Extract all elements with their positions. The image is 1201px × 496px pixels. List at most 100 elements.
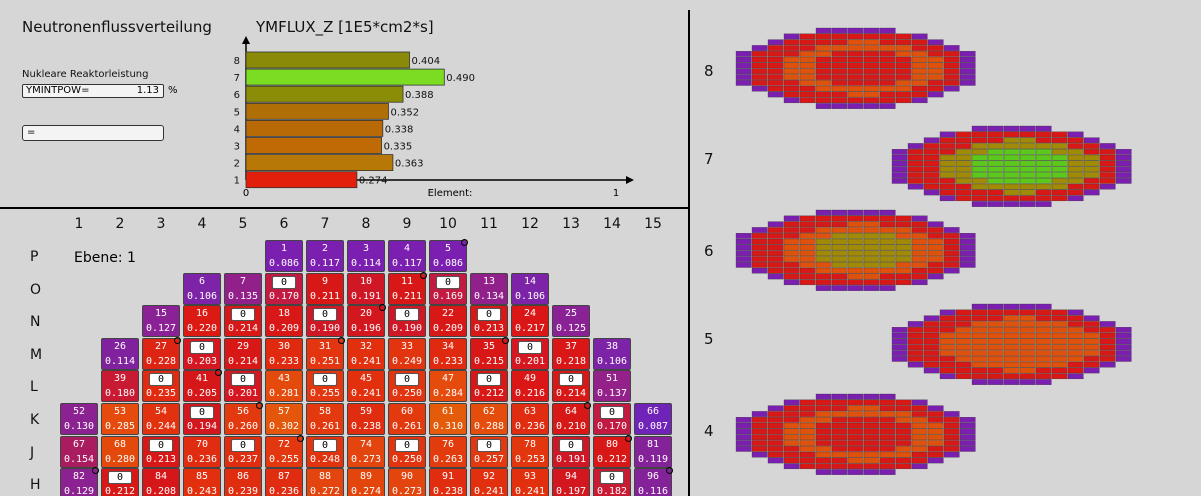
fuel-assembly-cell[interactable]: 0 0.214 (552, 370, 590, 403)
fuel-assembly-cell[interactable]: 22 0.209 (429, 305, 467, 338)
fuel-assembly-cell[interactable]: 2 0.117 (306, 240, 344, 272)
fuel-assembly-cell[interactable]: 0 0.237 (224, 435, 262, 468)
fuel-assembly-cell[interactable]: 88 0.272 (306, 468, 344, 496)
fuel-assembly-cell[interactable]: 59 0.238 (347, 403, 385, 435)
fuel-assembly-cell[interactable]: 61 0.310 (429, 403, 467, 435)
fuel-assembly-cell[interactable]: 49 0.216 (511, 370, 549, 403)
fuel-assembly-cell[interactable]: 70 0.236 (183, 435, 221, 468)
fuel-assembly-cell[interactable]: 0 0.212 (101, 468, 139, 496)
fuel-assembly-cell[interactable]: 0 0.250 (388, 370, 426, 403)
fuel-assembly-cell[interactable]: 0 0.182 (593, 468, 631, 496)
fuel-assembly-cell[interactable]: 0 0.214 (224, 305, 262, 338)
fuel-assembly-cell[interactable]: 68 0.280 (101, 435, 139, 468)
fuel-assembly-cell[interactable]: 0 0.250 (388, 435, 426, 468)
fuel-assembly-cell[interactable]: 93 0.241 (511, 468, 549, 496)
fuel-assembly-cell[interactable]: 45 0.241 (347, 370, 385, 403)
plane-mini-map[interactable] (734, 390, 1034, 482)
fuel-assembly-cell[interactable]: 10 0.191 (347, 272, 385, 305)
fuel-assembly-cell[interactable]: 82 0.129 (60, 467, 99, 496)
fuel-assembly-cell[interactable]: 53 0.285 (101, 403, 139, 435)
power-field[interactable]: YMINTPOW= 1.13 (22, 84, 164, 98)
fuel-assembly-cell[interactable]: 5 0.086 (429, 239, 468, 272)
fuel-assembly-cell[interactable]: 43 0.281 (265, 370, 303, 403)
fuel-assembly-cell[interactable]: 0 0.255 (306, 370, 344, 403)
fuel-assembly-cell[interactable]: 52 0.130 (60, 403, 98, 435)
fuel-assembly-cell[interactable]: 96 0.116 (634, 467, 673, 496)
fuel-assembly-cell[interactable]: 0 0.194 (183, 403, 221, 435)
fuel-assembly-cell[interactable]: 14 0.106 (511, 272, 549, 305)
fuel-assembly-cell[interactable]: 91 0.238 (429, 468, 467, 496)
fuel-assembly-cell[interactable]: 66 0.087 (634, 403, 672, 435)
fuel-assembly-cell[interactable]: 72 0.255 (265, 434, 304, 468)
fuel-assembly-cell[interactable]: 47 0.284 (429, 370, 467, 403)
plane-mini-map[interactable] (890, 300, 1190, 392)
fuel-assembly-cell[interactable]: 87 0.236 (265, 468, 303, 496)
plane-mini-map[interactable] (734, 206, 1034, 298)
fuel-assembly-cell[interactable]: 0 0.170 (593, 403, 631, 435)
fuel-assembly-cell[interactable]: 35 0.215 (470, 336, 509, 370)
fuel-assembly-cell[interactable]: 6 0.106 (183, 272, 221, 305)
fuel-assembly-cell[interactable]: 74 0.273 (347, 435, 385, 468)
fuel-assembly-cell[interactable]: 0 0.248 (306, 435, 344, 468)
fuel-assembly-cell[interactable]: 60 0.261 (388, 403, 426, 435)
fuel-assembly-cell[interactable]: 0 0.212 (470, 370, 508, 403)
fuel-assembly-cell[interactable]: 0 0.169 (429, 272, 467, 305)
fuel-assembly-cell[interactable]: 41 0.205 (183, 369, 222, 403)
fuel-assembly-cell[interactable]: 54 0.244 (142, 403, 180, 435)
fuel-assembly-cell[interactable]: 4 0.117 (388, 240, 426, 272)
fuel-assembly-cell[interactable]: 25 0.125 (552, 305, 590, 338)
fuel-assembly-cell[interactable]: 86 0.239 (224, 468, 262, 496)
fuel-assembly-cell[interactable]: 11 0.211 (388, 271, 427, 305)
fuel-assembly-cell[interactable]: 31 0.251 (306, 336, 345, 370)
fuel-assembly-cell[interactable]: 0 0.170 (265, 272, 303, 305)
plane-mini-map[interactable] (890, 122, 1190, 214)
fuel-assembly-cell[interactable]: 92 0.241 (470, 468, 508, 496)
fuel-assembly-cell[interactable]: 0 0.235 (142, 370, 180, 403)
fuel-assembly-cell[interactable]: 30 0.233 (265, 337, 303, 370)
fuel-assembly-cell[interactable]: 90 0.273 (388, 468, 426, 496)
fuel-assembly-cell[interactable]: 9 0.211 (306, 272, 344, 305)
expression-field[interactable]: = (22, 125, 164, 141)
fuel-assembly-cell[interactable]: 7 0.135 (224, 272, 262, 305)
fuel-assembly-cell[interactable]: 56 0.260 (224, 402, 263, 435)
fuel-assembly-cell[interactable]: 37 0.218 (552, 337, 590, 370)
fuel-assembly-cell[interactable]: 63 0.236 (511, 403, 549, 435)
fuel-assembly-cell[interactable]: 0 0.201 (511, 337, 549, 370)
fuel-assembly-cell[interactable]: 27 0.228 (142, 336, 181, 370)
fuel-assembly-cell[interactable]: 26 0.114 (101, 337, 139, 370)
fuel-assembly-cell[interactable]: 0 0.190 (388, 305, 426, 338)
plane-mini-map[interactable] (734, 24, 1034, 116)
fuel-assembly-cell[interactable]: 0 0.213 (470, 305, 508, 338)
fuel-assembly-cell[interactable]: 0 0.191 (552, 435, 590, 468)
fuel-assembly-cell[interactable]: 38 0.106 (593, 337, 631, 370)
fuel-assembly-cell[interactable]: 33 0.249 (388, 337, 426, 370)
fuel-assembly-cell[interactable]: 80 0.212 (593, 434, 632, 468)
fuel-assembly-cell[interactable]: 78 0.253 (511, 435, 549, 468)
fuel-assembly-cell[interactable]: 51 0.137 (593, 370, 631, 403)
fuel-assembly-cell[interactable]: 89 0.274 (347, 468, 385, 496)
fuel-assembly-cell[interactable]: 81 0.119 (634, 435, 672, 468)
fuel-assembly-cell[interactable]: 67 0.154 (60, 435, 98, 468)
fuel-assembly-cell[interactable]: 58 0.261 (306, 403, 344, 435)
fuel-assembly-cell[interactable]: 85 0.243 (183, 468, 221, 496)
fuel-assembly-cell[interactable]: 16 0.220 (183, 305, 221, 338)
fuel-assembly-cell[interactable]: 0 0.201 (224, 370, 262, 403)
fuel-assembly-cell[interactable]: 29 0.214 (224, 337, 262, 370)
fuel-assembly-cell[interactable]: 34 0.233 (429, 337, 467, 370)
fuel-assembly-cell[interactable]: 13 0.134 (470, 272, 508, 305)
fuel-assembly-cell[interactable]: 84 0.208 (142, 468, 180, 496)
fuel-assembly-cell[interactable]: 24 0.217 (511, 305, 549, 338)
fuel-assembly-cell[interactable]: 94 0.197 (552, 468, 590, 496)
fuel-assembly-cell[interactable]: 76 0.263 (429, 435, 467, 468)
fuel-assembly-cell[interactable]: 0 0.190 (306, 305, 344, 338)
fuel-assembly-cell[interactable]: 62 0.288 (470, 403, 508, 435)
fuel-assembly-cell[interactable]: 20 0.196 (347, 304, 386, 338)
fuel-assembly-cell[interactable]: 0 0.213 (142, 435, 180, 468)
fuel-assembly-cell[interactable]: 57 0.302 (265, 403, 303, 435)
fuel-assembly-cell[interactable]: 64 0.210 (552, 402, 591, 435)
fuel-assembly-cell[interactable]: 39 0.180 (101, 370, 139, 403)
fuel-assembly-cell[interactable]: 18 0.209 (265, 305, 303, 338)
fuel-assembly-cell[interactable]: 15 0.127 (142, 305, 180, 338)
fuel-assembly-cell[interactable]: 32 0.241 (347, 337, 385, 370)
fuel-assembly-cell[interactable]: 1 0.086 (265, 240, 303, 272)
